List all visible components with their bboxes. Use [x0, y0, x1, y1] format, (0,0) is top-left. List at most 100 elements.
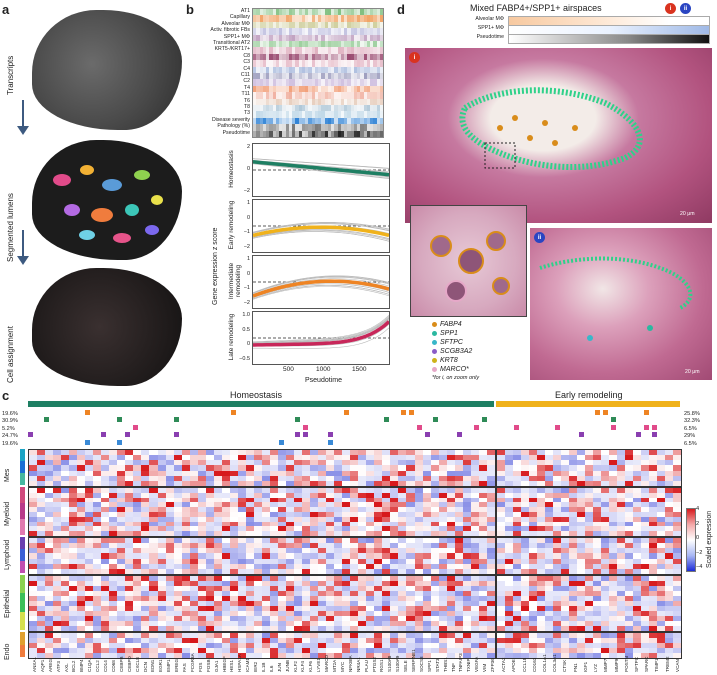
c-heatmap-cell — [133, 638, 142, 643]
c-heatmap-cell — [253, 521, 262, 527]
c-heatmap-cell — [593, 455, 601, 461]
b-heatmap-cell — [266, 98, 270, 105]
c-heatmap-cell — [513, 638, 521, 643]
c-heatmap-cell — [350, 502, 359, 508]
c-heatmap-cell — [181, 596, 190, 601]
c-heatmap-cell — [69, 568, 78, 574]
c-heatmap-cell — [334, 497, 343, 503]
c-heatmap-cell — [269, 548, 278, 554]
b-row-label: C11 — [240, 72, 250, 78]
b-heatmap-cell — [350, 73, 354, 80]
c-heatmap-cell — [633, 460, 641, 466]
b-heatmap-cell — [324, 73, 328, 80]
b-heatmap-cell — [318, 111, 322, 118]
b-heatmap-cell — [340, 41, 344, 48]
b-heatmap-cell — [334, 47, 338, 54]
c-heatmap-cell — [382, 626, 391, 631]
b-heatmap-cell — [288, 28, 292, 35]
b-heatmap-cell — [347, 53, 351, 61]
b-heatmap-cell — [370, 60, 374, 67]
c-heatmap-cell — [569, 601, 577, 606]
c-heatmap-cell — [53, 480, 62, 486]
c-heatmap-cell — [478, 606, 487, 611]
c-heatmap-cell — [438, 591, 447, 596]
c-heatmap-cell — [617, 568, 625, 574]
b-heatmap-cell — [256, 92, 260, 99]
c-heatmap-cell — [521, 465, 529, 471]
c-heatmap-cell — [165, 531, 174, 536]
c-heatmap-cell — [577, 626, 585, 631]
c-heatmap-cell — [101, 558, 110, 564]
b-heatmap-cell — [321, 9, 325, 16]
c-heatmap-cell — [470, 581, 479, 586]
marker-square — [117, 417, 123, 423]
c-heatmap-cell — [505, 586, 513, 591]
c-heatmap-cell — [133, 633, 142, 638]
c-heatmap-cell — [37, 563, 46, 569]
b-heatmap-cell — [308, 92, 312, 99]
b-heatmap-cell — [324, 79, 328, 86]
c-heatmap-cell — [221, 521, 230, 527]
c-heatmap-cell — [577, 460, 585, 466]
c-heatmap-cell — [454, 465, 463, 471]
c-heatmap-cell — [454, 621, 463, 626]
c-heatmap-cell — [438, 488, 447, 493]
c-heatmap-cell — [649, 563, 657, 569]
c-heatmap-cell — [350, 492, 359, 498]
c-heatmap-cell — [537, 502, 545, 508]
c-heatmap-cell — [310, 621, 319, 626]
marker-square — [125, 432, 131, 438]
gene-label: APOE — [511, 659, 517, 672]
b-heatmap-cell — [298, 130, 302, 137]
c-heatmap-cell — [93, 460, 102, 466]
c-heatmap-cell — [310, 455, 319, 461]
c-heatmap-cell — [478, 507, 487, 512]
c-heatmap-cell — [141, 611, 150, 616]
c-heatmap-cell — [609, 601, 617, 606]
b-heatmap-cell — [353, 79, 357, 86]
b-heatmap-cell — [340, 21, 344, 29]
c-heatmap-cell — [157, 633, 166, 638]
b-heatmap-cell — [285, 9, 289, 16]
c-heatmap-cell — [577, 511, 585, 517]
c-heatmap-cell — [358, 601, 367, 606]
b-heatmap-cell — [318, 98, 322, 105]
c-heatmap-cell — [593, 581, 601, 586]
c-heatmap-cell — [125, 502, 134, 508]
b-heatmap-cell — [363, 105, 367, 112]
c-heatmap-cell — [470, 576, 479, 581]
b-heatmap-cell — [256, 9, 260, 16]
c-heatmap-cell — [625, 516, 633, 522]
c-heatmap-cell — [374, 470, 383, 476]
c-heatmap-cell — [497, 455, 505, 461]
c-heatmap-cell — [261, 480, 270, 486]
c-heatmap-cell — [422, 553, 431, 559]
c-heatmap-cell — [69, 511, 78, 517]
c-heatmap-cell — [366, 653, 375, 658]
gene-label: FOS — [197, 662, 203, 672]
c-heatmap-cell — [382, 497, 391, 503]
c-heatmap-cell — [561, 563, 569, 569]
b-heatmap-cell — [360, 28, 364, 35]
c-heatmap-cell — [205, 488, 214, 493]
c-heatmap-cell — [37, 611, 46, 616]
b-heatmap-cell — [318, 41, 322, 48]
b-heatmap-cell — [282, 98, 286, 105]
c-heatmap-cell — [422, 526, 431, 532]
c-heatmap-cell — [37, 465, 46, 471]
c-heatmap-cell — [133, 581, 142, 586]
c-heatmap-cell — [261, 638, 270, 643]
c-heatmap-cell — [245, 596, 254, 601]
b-heatmap-cell — [275, 111, 279, 118]
c-heatmap-cell — [422, 502, 431, 508]
b-heatmap-cell — [318, 105, 322, 112]
c-heatmap-cell — [149, 626, 158, 631]
b-heatmap-cell — [259, 111, 263, 118]
c-heatmap-cell — [513, 548, 521, 554]
c-heatmap-cell — [245, 538, 254, 544]
b-heatmap-cell — [347, 73, 351, 80]
c-heatmap-cell — [125, 531, 134, 536]
c-heatmap-cell — [245, 591, 254, 596]
c-heatmap-cell — [350, 538, 359, 544]
b-heatmap-row — [253, 79, 383, 86]
